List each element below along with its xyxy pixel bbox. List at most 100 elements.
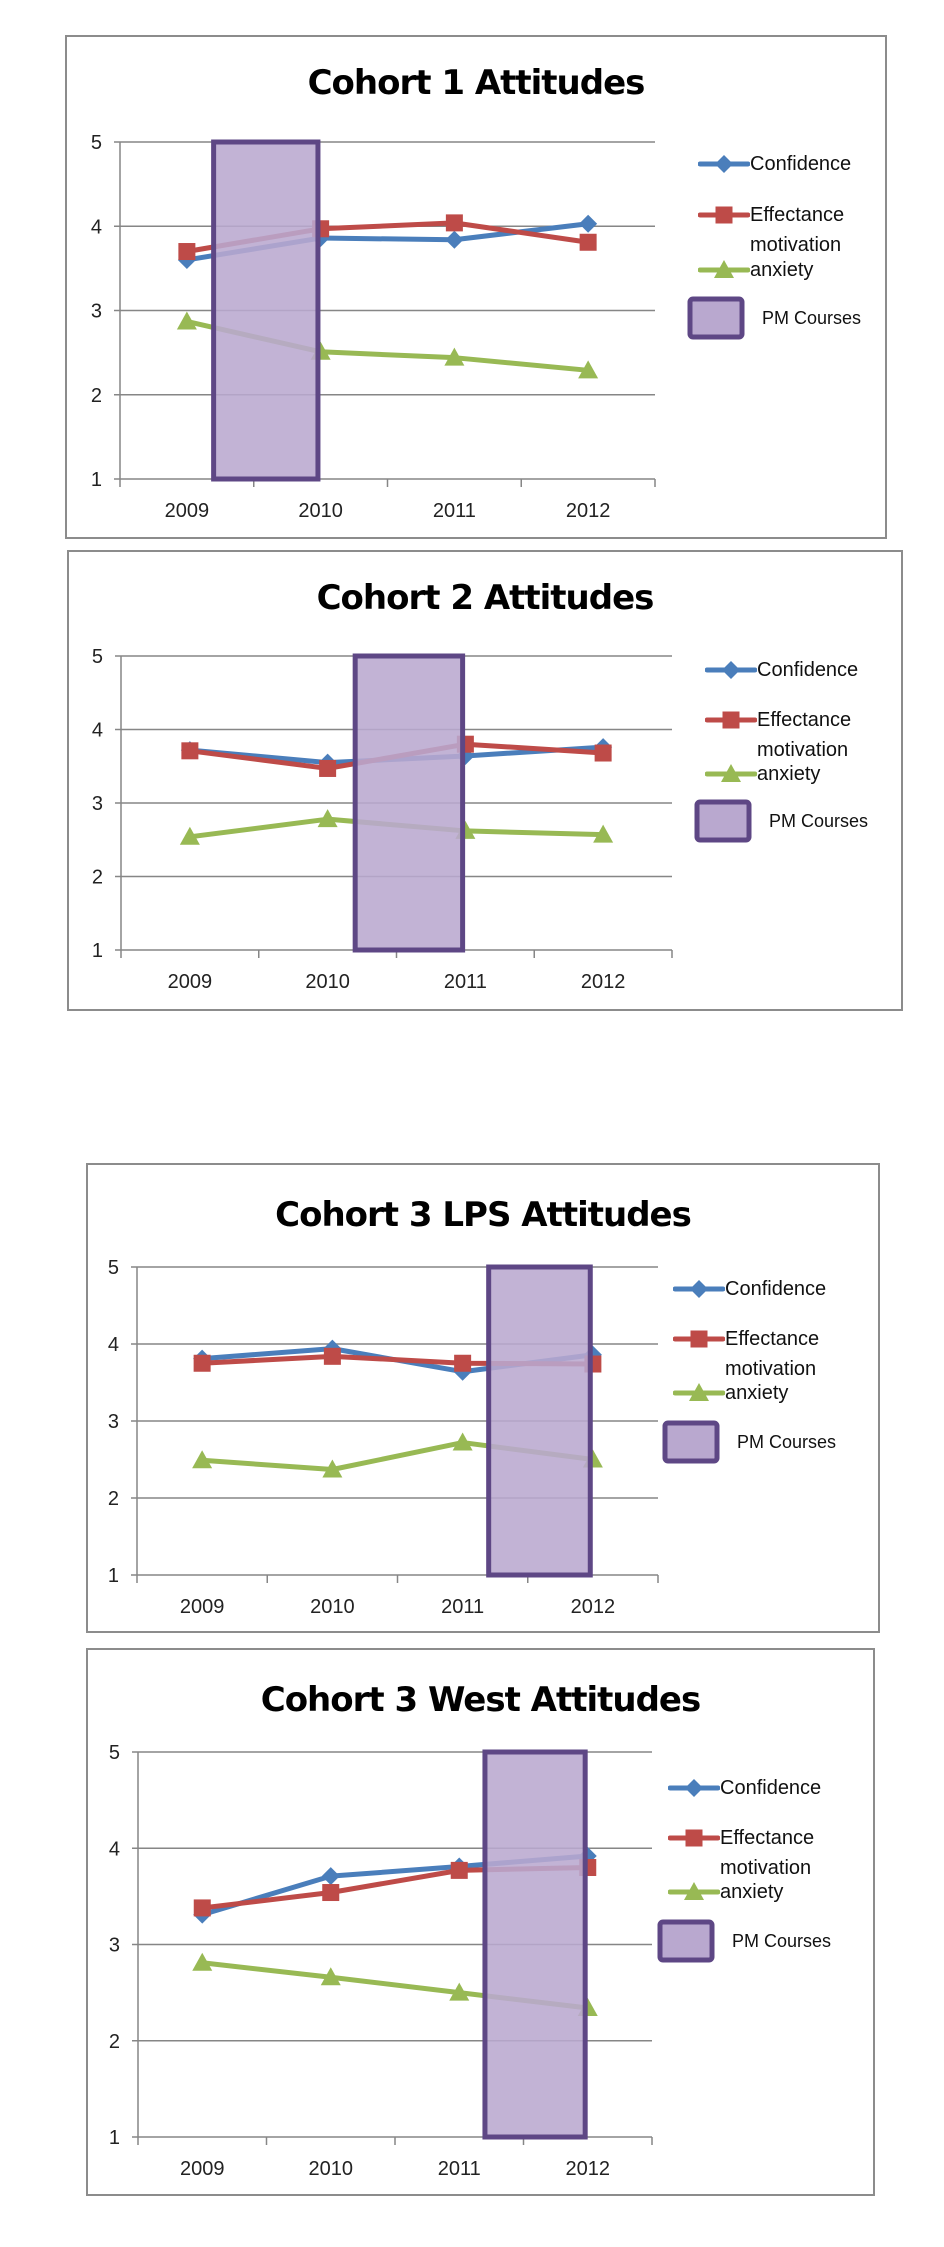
- anxiety-legend-marker-icon: [698, 260, 750, 278]
- legend-item-confidence: Confidence: [668, 1773, 821, 1803]
- x-tick-label: 2012: [566, 500, 611, 522]
- chart-title: Cohort 3 LPS Attitudes: [275, 1195, 692, 1235]
- data-point: [445, 214, 463, 232]
- data-point: [593, 824, 614, 843]
- chart-cohort-1: Cohort 1 Attitudes 1 2 3 4 5 2009 2010 2011 2012…: [65, 35, 887, 539]
- legend-item-pm-courses: PM Courses: [686, 295, 861, 341]
- x-tick-label: 2010: [309, 2158, 354, 2180]
- legend-label: Effectance: [750, 204, 845, 226]
- pm-courses-legend-swatch-icon: [687, 296, 745, 340]
- pm-courses-legend-swatch-icon: [662, 1420, 720, 1464]
- legend-label: motivation: [725, 1358, 817, 1380]
- anxiety-legend-marker-icon: [705, 764, 757, 782]
- effectance-legend-marker-icon: [698, 206, 750, 224]
- x-tick-label: 2010: [310, 1596, 355, 1618]
- y-tick-label: 2: [108, 1488, 119, 1510]
- legend-label: Confidence: [720, 1777, 822, 1799]
- legend-item-effectance-motivation: Effectance motivation: [698, 200, 844, 260]
- x-tick-label: 2009: [180, 2158, 225, 2180]
- data-point: [579, 214, 598, 233]
- legend-item-pm-courses: PM Courses: [656, 1918, 831, 1964]
- plot-area: 1 2 3 4 5 2009 2010 2011 2012: [91, 132, 656, 522]
- legend-marker: [685, 1779, 703, 1797]
- x-tick-label: 2011: [441, 1596, 484, 1618]
- data-point: [454, 1354, 472, 1372]
- legend-item-effectance-motivation: Effectance motivation: [668, 1823, 814, 1883]
- y-tick-label: 1: [108, 1565, 119, 1587]
- x-tick-label: 2009: [180, 1596, 225, 1618]
- data-point: [193, 1899, 211, 1917]
- legend-label: PM Courses: [732, 1930, 832, 1951]
- x-tick-label: 2011: [444, 971, 487, 993]
- legend-item-effectance-motivation: Effectance motivation: [705, 705, 851, 765]
- legend-label: Confidence: [750, 153, 852, 175]
- anxiety-legend-marker-icon: [673, 1383, 725, 1401]
- legend-marker: [690, 1330, 708, 1348]
- pm-courses-bar: [211, 139, 321, 482]
- x-tick-label: 2009: [165, 500, 210, 522]
- data-point: [452, 1432, 473, 1451]
- plot-area: 1 2 3 4 5 2009 2010 2011 2012: [108, 1257, 659, 1618]
- y-tick-label: 1: [91, 469, 102, 491]
- y-tick-label: 4: [91, 216, 102, 238]
- x-tick-label: 2010: [305, 971, 350, 993]
- data-point: [578, 360, 599, 379]
- legend-item-confidence: Confidence: [698, 149, 851, 179]
- data-point: [321, 1867, 340, 1886]
- legend-item-pm-courses: PM Courses: [661, 1419, 836, 1465]
- legend-label: PM Courses: [762, 307, 862, 328]
- pm-courses-bar: [352, 653, 466, 953]
- x-tick-label: 2011: [438, 2158, 481, 2180]
- legend-marker: [722, 661, 740, 679]
- data-point: [319, 759, 337, 777]
- y-tick-label: 4: [109, 1838, 120, 1860]
- legend-label: PM Courses: [769, 810, 869, 831]
- legend-item-pm-courses: PM Courses: [693, 798, 868, 844]
- effectance-legend-marker-icon: [705, 711, 757, 729]
- legend-item-anxiety: anxiety: [673, 1378, 788, 1408]
- chart-title: Cohort 3 West Attitudes: [260, 1680, 701, 1720]
- y-tick-label: 3: [91, 301, 102, 323]
- data-point: [323, 1347, 341, 1365]
- legend-label: Confidence: [725, 1278, 827, 1300]
- anxiety-legend-marker-icon: [668, 1882, 720, 1900]
- y-tick-label: 2: [109, 2031, 120, 2053]
- y-tick-label: 2: [92, 867, 103, 889]
- data-point: [450, 1861, 468, 1879]
- legend-label: anxiety: [720, 1881, 784, 1903]
- effectance-legend-marker-icon: [668, 1829, 720, 1847]
- plot-area: 1 2 3 4 5 2009 2010 2011 2012: [109, 1742, 653, 2180]
- data-point: [176, 311, 197, 330]
- data-point: [320, 1967, 341, 1986]
- legend-label: anxiety: [750, 259, 814, 281]
- y-tick-label: 3: [92, 793, 103, 815]
- x-tick-label: 2012: [566, 2158, 611, 2180]
- legend-label: PM Courses: [737, 1431, 837, 1452]
- pm-courses-bar: [486, 1264, 593, 1578]
- legend-label: motivation: [720, 1857, 812, 1879]
- y-tick-label: 5: [109, 1742, 120, 1764]
- legend-marker: [684, 1882, 704, 1900]
- y-tick-label: 3: [109, 1935, 120, 1957]
- y-tick-label: 2: [91, 385, 102, 407]
- data-point: [179, 826, 200, 845]
- data-point: [444, 347, 465, 366]
- x-tick-label: 2011: [433, 500, 476, 522]
- legend-label: Effectance: [757, 709, 852, 731]
- legend-marker: [721, 764, 741, 782]
- data-point: [192, 1952, 213, 1971]
- x-tick-label: 2012: [581, 971, 626, 993]
- y-tick-label: 5: [91, 132, 102, 154]
- pm-courses-bar: [482, 1749, 588, 2140]
- data-point: [193, 1354, 211, 1372]
- chart-cohort-2: Cohort 2 Attitudes 1 2 3 4 5 2009 2010 2011 2012…: [67, 550, 903, 1011]
- legend-item-anxiety: anxiety: [698, 255, 813, 285]
- confidence-legend-marker-icon: [673, 1280, 725, 1298]
- y-tick-label: 4: [92, 720, 103, 742]
- data-point: [192, 1450, 213, 1469]
- legend-item-confidence: Confidence: [673, 1274, 826, 1304]
- legend-label: Effectance: [720, 1827, 815, 1849]
- data-point: [322, 1459, 343, 1478]
- legend-label: motivation: [757, 739, 849, 761]
- data-point: [449, 1982, 470, 2001]
